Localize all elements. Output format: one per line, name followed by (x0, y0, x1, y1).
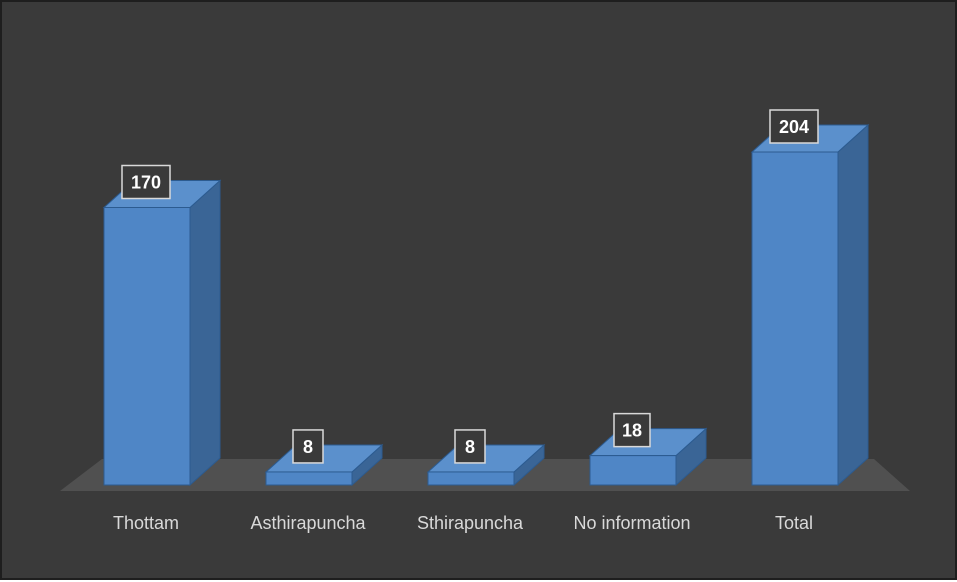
data-label-sthirapuncha: 8 (465, 437, 475, 457)
bar-thottam (103, 207, 191, 486)
bar-asthirapuncha (265, 471, 353, 486)
data-label-box-no-information (613, 412, 651, 448)
bars-group (102, 123, 870, 487)
category-label-sthirapuncha: Sthirapuncha (417, 513, 524, 533)
bar-side-total (837, 123, 869, 487)
data-label-box-sthirapuncha (454, 429, 486, 464)
category-labels-group: Thottam Asthirapuncha Sthirapuncha No infor… (113, 513, 813, 533)
data-label-thottam: 170 (131, 173, 161, 193)
bar-no-information (589, 455, 677, 486)
bar-total (751, 151, 839, 486)
bar-side-thottam (189, 179, 221, 487)
category-label-no-information: No information (573, 513, 690, 533)
data-label-box-asthirapuncha (292, 429, 324, 464)
data-label-total: 204 (779, 117, 809, 137)
data-label-asthirapuncha: 8 (303, 437, 313, 457)
category-label-thottam: Thottam (113, 513, 179, 533)
data-labels-group: 170 8 8 18 204 (121, 109, 819, 464)
data-label-box-thottam (121, 164, 171, 200)
bar-sthirapuncha (427, 471, 515, 486)
data-label-no-information: 18 (622, 421, 642, 441)
data-label-box-total (769, 109, 819, 144)
category-label-asthirapuncha: Asthirapuncha (250, 513, 366, 533)
category-label-total: Total (775, 513, 813, 533)
